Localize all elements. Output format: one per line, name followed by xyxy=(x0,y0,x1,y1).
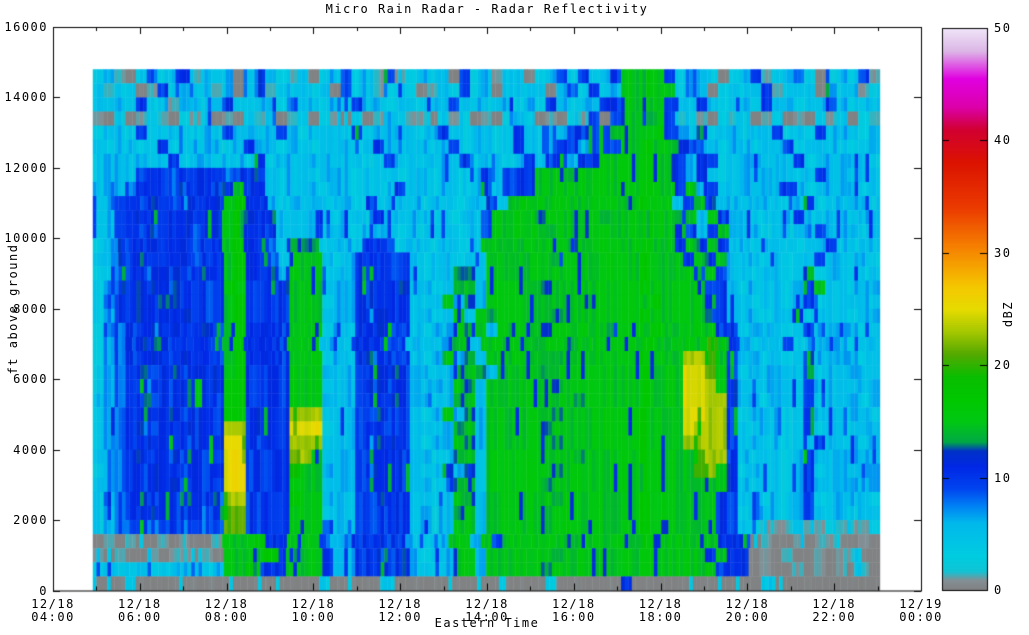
y-tick-label: 16000 xyxy=(4,20,48,34)
x-tick-label: 12/18 18:00 xyxy=(638,597,683,624)
colorbar-tick-label: 10 xyxy=(994,470,1012,485)
y-tick-label: 8000 xyxy=(13,301,48,316)
y-tick-label: 10000 xyxy=(4,231,48,246)
x-axis-label: Eastern Time xyxy=(434,616,540,630)
y-tick-label: 14000 xyxy=(4,90,48,105)
y-tick-label: 12000 xyxy=(4,160,48,175)
colorbar-tick-label: 0 xyxy=(994,583,1003,597)
x-tick-label: 12/18 22:00 xyxy=(812,597,856,624)
colorbar-tick-label: 50 xyxy=(994,21,1012,35)
x-tick-label: 12/18 12:00 xyxy=(378,597,422,624)
page-title: Micro Rain Radar - Radar Reflectivity xyxy=(325,2,649,16)
y-tick-label: 2000 xyxy=(13,513,48,528)
colorbar-tick-label: 40 xyxy=(994,133,1012,148)
y-tick-label: 4000 xyxy=(13,442,48,457)
x-tick-label: 12/18 06:00 xyxy=(117,597,162,624)
x-tick-label: 12/18 04:00 xyxy=(31,597,75,624)
x-tick-label: 12/18 16:00 xyxy=(551,597,596,624)
x-tick-label: 12/18 14:00 xyxy=(465,597,509,624)
y-tick-label: 6000 xyxy=(13,372,48,387)
colorbar-tick-label: 20 xyxy=(994,358,1012,373)
x-tick-label: 12/18 20:00 xyxy=(725,597,770,624)
x-tick-label: 12/18 08:00 xyxy=(204,597,249,624)
y-tick-label: 0 xyxy=(39,583,48,598)
colorbar-tick-label: 30 xyxy=(994,245,1012,260)
x-tick-label: 12/19 00:00 xyxy=(899,597,943,624)
colorbar-label: dBZ xyxy=(1001,300,1015,328)
x-tick-label: 12/18 10:00 xyxy=(291,597,336,624)
